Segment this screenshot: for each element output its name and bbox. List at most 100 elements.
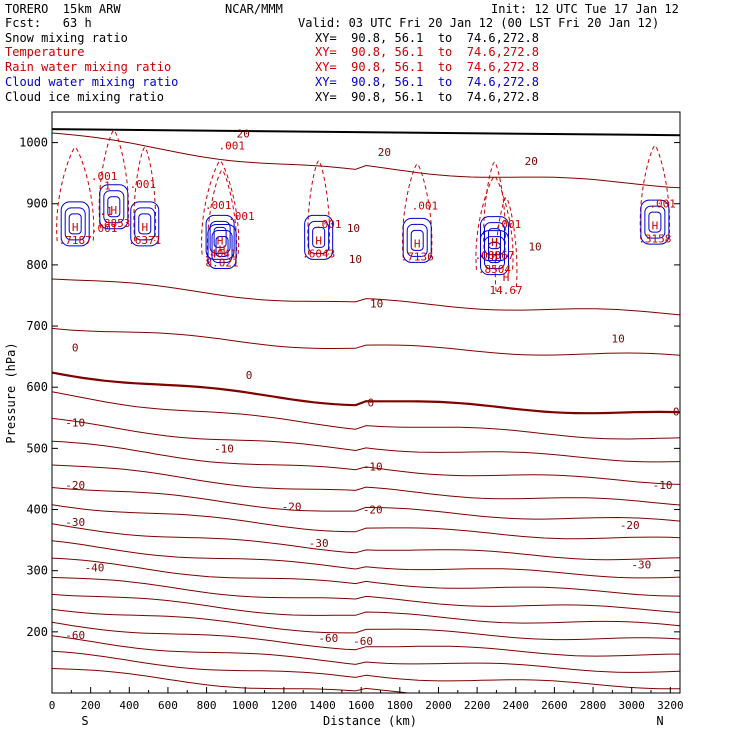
x-tick-label-5: 1000: [232, 699, 259, 712]
model-title: TORERO 15km ARW: [5, 2, 121, 16]
maximum-mark-6: H: [315, 235, 322, 248]
maximum-value-2: .7187: [59, 234, 92, 247]
isotherm-13: [51, 440, 681, 485]
contour-label-26: 20: [237, 127, 250, 140]
contour-label-10: -20: [65, 479, 85, 492]
y-tick-label-1: 300: [26, 564, 48, 578]
forecast-hour: Fcst: 63 h: [5, 16, 92, 30]
cloud-contour-0-2: [215, 236, 229, 258]
isotherm-11: [51, 487, 681, 522]
rain-contour-3: [133, 146, 157, 242]
isotherm-6: [51, 577, 681, 613]
y-tick-label-2: 400: [26, 503, 48, 517]
contour-label-19: 10: [612, 332, 625, 345]
rain-contour-6: [307, 160, 330, 255]
maximum-value-8: .8504: [478, 263, 511, 276]
cloud-contour-4-0: [205, 214, 235, 260]
field-cloud-water-name: Cloud water mixing ratio: [5, 75, 179, 89]
cloud-contour-1-0: [60, 201, 90, 247]
isotherm-9: [51, 523, 681, 561]
maximum-value-1: 8.021: [205, 257, 238, 270]
y-tick-label-5: 700: [26, 319, 48, 333]
x-tick-label-1: 200: [81, 699, 101, 712]
contour-label-3: -40: [85, 562, 105, 575]
contour-label-17: 0: [673, 406, 680, 419]
temperature-contours: [51, 128, 681, 694]
isotherm-8: [51, 540, 681, 579]
y-tick-label-0: 200: [26, 625, 48, 639]
field-cloud-ice-xy: XY= 90.8, 56.1 to 74.6,272.8: [315, 90, 539, 104]
cloud-contour-7-1: [483, 236, 505, 270]
isotherm-19: [51, 132, 681, 189]
valid-time: Valid: 03 UTC Fri 20 Jan 12 (00 LST Fri …: [298, 16, 660, 30]
maximum-mark-2: H: [72, 221, 79, 234]
x-tick-label-6: 1200: [271, 699, 298, 712]
cloud-contour-8-1: [483, 222, 505, 256]
field-snow-xy: XY= 90.8, 56.1 to 74.6,272.8: [315, 31, 539, 45]
contour-label-6: -30: [65, 516, 85, 529]
contour-label-35: .001: [495, 218, 522, 231]
contour-labels: -60 -60 -60 -40 -30 -30 -30 -20 -20 -20 -20 -10 -10 -…: [59, 127, 680, 648]
contour-label-16: 0: [246, 369, 253, 382]
contour-label-29: .001: [91, 170, 118, 183]
isotherm-2: [51, 635, 681, 673]
cloud-contour-3-0: [99, 184, 129, 230]
cloud-contour-5-0: [304, 214, 334, 260]
rain-contour-7: [402, 163, 433, 258]
contour-label-1: -60: [318, 632, 338, 645]
contour-label-13: -10: [653, 479, 673, 492]
rain-contour-9: [483, 161, 506, 256]
isotherm-16: [51, 371, 681, 415]
rain-contour-0: [494, 197, 518, 292]
contour-label-15: 0: [368, 397, 375, 410]
field-snow-name: Snow mixing ratio: [5, 31, 128, 45]
cloud-contour-6-1: [406, 223, 428, 257]
rain-mixing-contours: [56, 129, 671, 292]
maximum-mark-5: H: [217, 235, 224, 248]
cloud-contour-9-2: [648, 211, 662, 233]
maximum-value-9: .08367: [475, 249, 515, 262]
maximum-value-4: .8853: [97, 217, 130, 230]
y-tick-label-8: 1000: [19, 136, 48, 150]
y-tick-label-4: 600: [26, 380, 48, 394]
contour-label-22: 10: [528, 241, 541, 254]
x-tick-label-13: 2600: [541, 699, 568, 712]
maximum-value-10: .3158: [638, 232, 671, 245]
x-tick-label-15: 3000: [618, 699, 645, 712]
contour-label-20: 10: [370, 297, 383, 310]
contour-label-23: 10: [347, 222, 360, 235]
plot-frame: [51, 111, 681, 694]
x-tick-label-3: 600: [158, 699, 178, 712]
contour-label-8: -20: [363, 504, 383, 517]
contour-label-28: .001: [130, 178, 157, 191]
isotherm-1: [51, 650, 681, 690]
cloud-water-contours: [60, 184, 670, 276]
contour-label-11: -10: [363, 461, 383, 474]
rain-contour-4: [98, 129, 129, 225]
contour-label-31: .001: [228, 210, 255, 223]
field-rain-xy: XY= 90.8, 56.1 to 74.6,272.8: [315, 60, 539, 74]
isotherm-7: [51, 557, 681, 597]
isotherm-15: [51, 391, 681, 440]
maximum-mark-0: H: [503, 271, 510, 284]
field-temperature-xy: XY= 90.8, 56.1 to 74.6,272.8: [315, 45, 539, 59]
maximum-value-3: .6371: [128, 234, 161, 247]
cloud-contour-5-2: [312, 226, 326, 248]
x-tick-label-9: 1800: [387, 699, 414, 712]
contour-label-37: .1: [99, 205, 112, 218]
cloud-contour-2-1: [134, 207, 156, 241]
contour-label-30: .001: [205, 199, 232, 212]
isotherm-17: [51, 327, 681, 356]
x-tick-label-7: 1400: [309, 699, 336, 712]
cloud-contour-8-0: [479, 216, 509, 262]
rain-contour-10: [639, 145, 671, 240]
contour-label-14: -10: [65, 417, 85, 430]
isotherm-4: [51, 608, 681, 641]
cloud-contour-1-1: [64, 207, 86, 241]
contour-label-27: .001: [91, 222, 118, 235]
cloud-contour-0-0: [207, 224, 237, 270]
isotherm-18: [51, 278, 681, 316]
isotherm-5: [51, 593, 681, 627]
maximum-mark-1: H: [219, 244, 226, 257]
